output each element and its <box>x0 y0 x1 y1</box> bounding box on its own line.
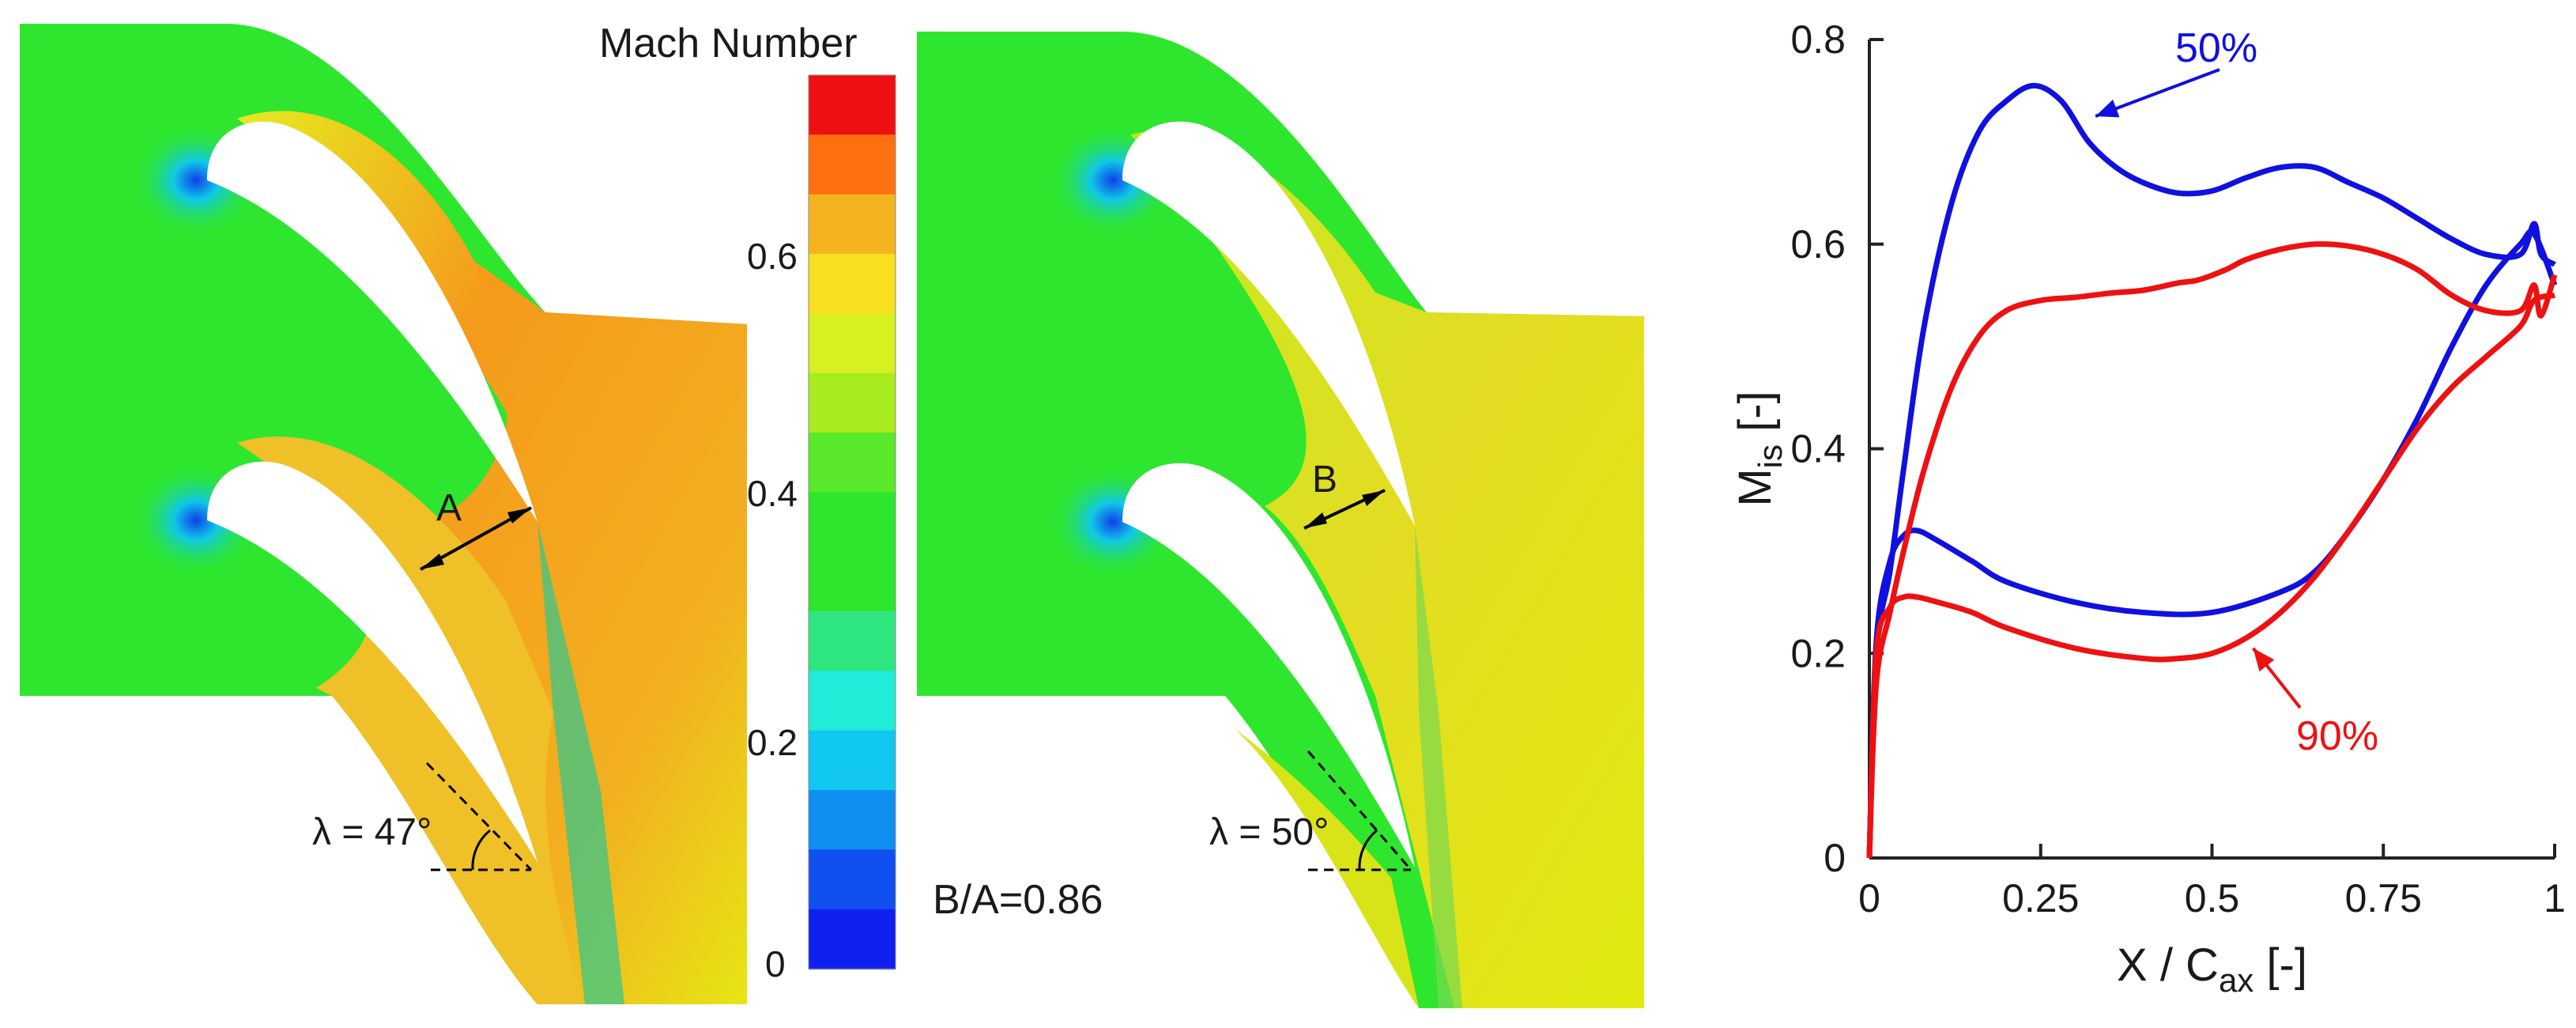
x-tick-label: 0 <box>1858 876 1880 920</box>
series-90pct-pressure-line <box>1866 292 2555 859</box>
passage-label-b: B <box>1312 459 1337 501</box>
colorbar-segment <box>809 551 896 612</box>
contour-right: B λ = 50° <box>917 32 1644 1008</box>
colorbar-segment <box>809 313 896 374</box>
colorbar-tick-0: 0 <box>765 943 786 985</box>
annotation-50pct-label: 50% <box>2175 25 2257 71</box>
mid-mach-band-right-lower <box>1233 728 1419 1008</box>
colorbar-segment <box>809 790 896 851</box>
y-axis-title-unit: [-] <box>1729 391 1781 444</box>
mid-mach-band-right <box>1130 130 1644 1008</box>
colorbar-segment <box>809 492 896 553</box>
high-mach-band-left-upper <box>237 111 747 1005</box>
colorbar-frame <box>808 74 896 969</box>
ratio-label: B/A=0.86 <box>933 877 1103 923</box>
blade-left-2 <box>207 461 537 862</box>
y-tick-label: 0.8 <box>1790 17 1846 62</box>
y-tick-label: 0.6 <box>1790 222 1846 266</box>
series-50pct-suction-line <box>1866 82 2557 859</box>
colorbar-segment <box>809 134 896 195</box>
x-tick-label: 0.25 <box>2002 876 2079 920</box>
angle-label-left: λ = 47° <box>312 811 432 853</box>
passage-arrow-b-head-1 <box>1304 512 1327 528</box>
high-mach-band-left-lower <box>237 437 585 1004</box>
colorbar-segment <box>809 611 896 672</box>
annotation-50pct-arrowhead <box>2095 99 2120 118</box>
passage-arrow-a-head-2 <box>507 508 531 523</box>
series-90pct-suction-line <box>1866 241 2558 859</box>
colorbar-tick-0.4: 0.4 <box>747 473 798 514</box>
colorbar-segment <box>809 730 896 791</box>
x-tick-label: 0.75 <box>2345 876 2422 920</box>
x-axis-title-sub: ax <box>2219 962 2254 999</box>
blade-left-1 <box>207 121 537 523</box>
y-axis-title-main: M <box>1729 468 1781 506</box>
passage-arrow-b-head-2 <box>1362 490 1385 506</box>
angle-dash-diagonal-left <box>425 762 533 871</box>
angle-arc-right <box>1358 829 1378 871</box>
colorbar-segment <box>809 254 896 315</box>
passage-label-a: A <box>436 487 462 529</box>
colorbar-segment <box>809 194 896 255</box>
x-axis-title: X / Cax [-] <box>2117 939 2307 999</box>
y-tick-label: 0 <box>1824 836 1846 880</box>
angle-arc-left <box>471 829 491 871</box>
colorbar-segment <box>809 75 896 136</box>
y-tick-label: 0.4 <box>1790 427 1846 471</box>
x-tick-label: 1 <box>2544 876 2566 920</box>
x-axis-title-main: X / C <box>2117 939 2219 991</box>
colorbar: Mach Number 0.6 0.4 0.2 0 <box>599 21 896 985</box>
blade-right-1 <box>1122 121 1415 527</box>
angle-label-right: λ = 50° <box>1209 811 1329 853</box>
passage-arrow-a-head-1 <box>421 554 444 569</box>
colorbar-segment <box>809 849 896 910</box>
y-tick-label: 0.2 <box>1790 631 1846 675</box>
series-50pct-pressure-line <box>1866 229 2558 859</box>
colorbar-segment <box>809 909 896 969</box>
x-tick-label: 0.5 <box>2185 876 2240 920</box>
mach-distribution-chart: 0 0.2 0.4 0.6 0.8 0 0.25 0.5 0.75 1 50% 90% X / Ca… <box>1729 17 2566 999</box>
colorbar-tick-0.6: 0.6 <box>747 236 798 277</box>
y-axis-title-sub: is <box>1752 444 1789 468</box>
colorbar-segment <box>809 372 896 433</box>
annotation-90pct-arrowhead <box>2253 648 2275 672</box>
colorbar-title: Mach Number <box>599 21 858 66</box>
contour-left: A λ = 47° <box>20 24 747 1005</box>
chart-series <box>1866 82 2558 859</box>
colorbar-segment <box>809 671 896 731</box>
wake-streak-left <box>537 522 624 1004</box>
annotation-90pct-label: 90% <box>2296 713 2378 759</box>
y-axis-title: Mis [-] <box>1729 391 1789 506</box>
colorbar-tick-0.2: 0.2 <box>747 722 798 763</box>
colorbar-segments <box>809 75 896 969</box>
angle-dash-diagonal-right <box>1307 750 1412 871</box>
x-axis-title-unit: [-] <box>2254 939 2307 991</box>
wake-streak-right <box>1415 526 1462 1008</box>
chart-axes: 0 0.2 0.4 0.6 0.8 0 0.25 0.5 0.75 1 <box>1790 17 2565 920</box>
colorbar-segment <box>809 433 896 493</box>
chart-annotations: 50% 90% <box>2095 25 2378 759</box>
blade-right-2 <box>1122 463 1415 867</box>
